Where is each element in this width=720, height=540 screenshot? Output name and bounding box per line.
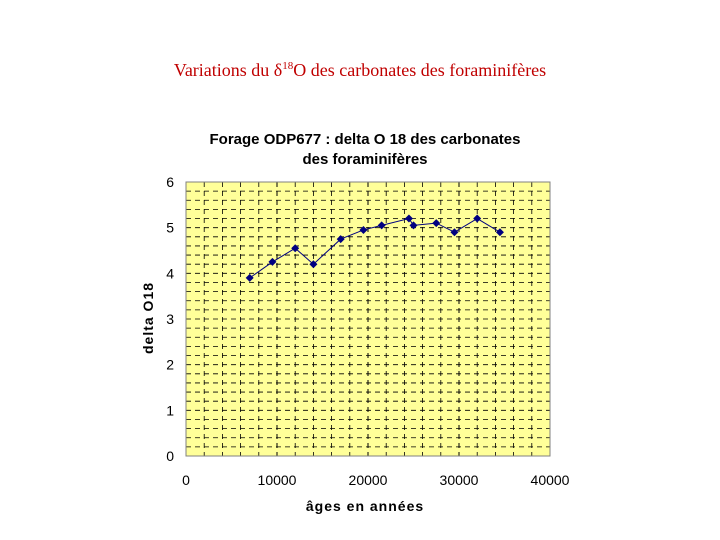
data-point bbox=[245, 273, 254, 282]
data-point bbox=[404, 214, 413, 223]
x-tick-label: 40000 bbox=[531, 472, 570, 488]
y-tick-label: 6 bbox=[166, 174, 174, 190]
data-point bbox=[268, 257, 277, 266]
data-point bbox=[495, 228, 504, 237]
y-axis-label: delta O18 bbox=[140, 282, 156, 354]
y-tick-label: 0 bbox=[166, 448, 174, 464]
y-tick-label: 5 bbox=[166, 220, 174, 236]
data-point bbox=[450, 228, 459, 237]
data-point bbox=[432, 219, 441, 228]
slide-title-prefix: Variations du bbox=[173, 60, 274, 80]
data-point bbox=[309, 260, 318, 269]
x-tick-label: 10000 bbox=[258, 472, 297, 488]
data-point bbox=[409, 221, 418, 230]
chart-title-line-1: Forage ODP677 : delta O 18 des carbonate… bbox=[210, 131, 521, 148]
y-tick-label: 1 bbox=[166, 402, 174, 418]
data-point bbox=[336, 235, 345, 244]
plot-border bbox=[185, 181, 551, 457]
data-point bbox=[377, 221, 386, 230]
delta-symbol: δ bbox=[273, 60, 283, 80]
plot-area: 0 1 2 3 4 5 6 0 10000 20000 30000 40000 bbox=[166, 174, 569, 488]
title-superscript: 18 bbox=[282, 60, 294, 72]
y-tick-label: 4 bbox=[166, 265, 174, 281]
y-tick-label: 3 bbox=[166, 311, 174, 327]
x-tick-label: 30000 bbox=[440, 472, 479, 488]
y-tick-label: 2 bbox=[166, 357, 174, 373]
slide-title-suffix: O des carbonates des foraminifères bbox=[293, 60, 547, 80]
data-point bbox=[473, 214, 482, 223]
slide-title: Variations du δ18O des carbonates des fo… bbox=[0, 60, 720, 81]
chart-title-line-2: des foraminifères bbox=[302, 151, 427, 168]
x-axis-label: âges en années bbox=[306, 498, 424, 514]
x-tick-label: 0 bbox=[182, 472, 190, 488]
data-point bbox=[359, 225, 368, 234]
data-point bbox=[291, 244, 300, 253]
x-tick-label: 20000 bbox=[349, 472, 388, 488]
